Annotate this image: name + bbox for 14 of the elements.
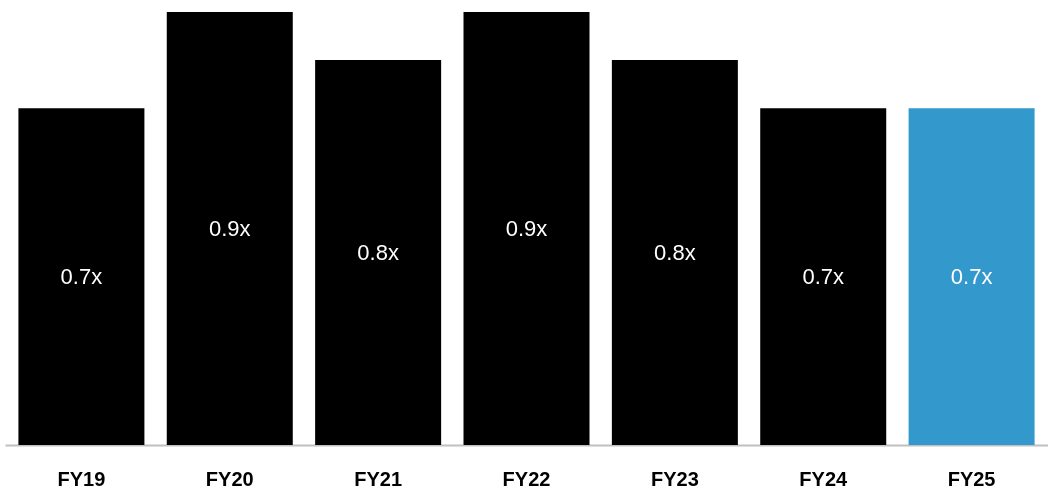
data-label: 0.7x [950, 263, 993, 289]
x-tick-label: FY20 [205, 467, 254, 490]
x-tick-label: FY23 [650, 467, 699, 490]
data-label: 0.9x [208, 215, 251, 241]
data-label: 0.7x [60, 263, 103, 289]
data-label: 0.8x [654, 239, 696, 265]
data-label: 0.7x [802, 263, 845, 289]
x-tick-label: FY22 [502, 467, 551, 490]
x-tick-label: FY24 [799, 467, 848, 490]
x-tick-label: FY25 [947, 467, 996, 490]
data-label: 0.8x [357, 239, 399, 265]
data-label: 0.9x [505, 215, 548, 241]
x-tick-label: FY21 [354, 467, 403, 490]
x-tick-label: FY19 [57, 467, 106, 490]
